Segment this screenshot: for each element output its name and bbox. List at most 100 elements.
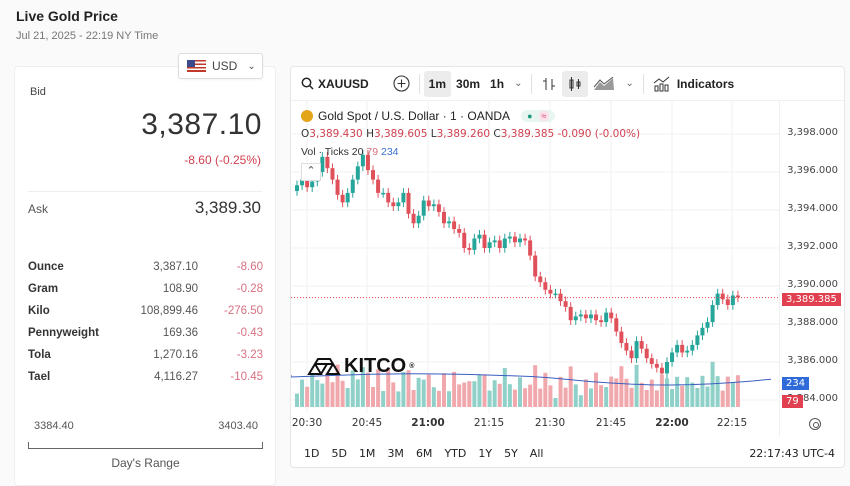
unit-row-kilo: Kilo 108,899.46 -276.50 — [28, 300, 263, 322]
divider — [28, 191, 262, 192]
bid-label: Bid — [30, 86, 46, 98]
unit-name: Gram — [28, 283, 59, 295]
bid-change: -8.60 (-0.25%) — [184, 153, 261, 167]
area-chart-icon — [594, 76, 615, 90]
range-5d[interactable]: 5D — [331, 446, 347, 460]
x-tick: 21:30 — [534, 417, 566, 429]
chevron-down-icon: ⌄ — [247, 60, 256, 72]
unit-name: Kilo — [28, 305, 50, 317]
y-tick: 3,384.000 — [787, 393, 838, 404]
last-price-tag: 3,389.385 — [782, 293, 841, 306]
x-tick: 21:45 — [595, 417, 627, 429]
time-axis[interactable]: 20:30 20:45 21:00 21:15 21:30 21:45 22:00 22:15 — [291, 413, 779, 435]
unit-name: Tael — [28, 371, 51, 383]
unit-change: -8.60 — [236, 261, 263, 273]
indicators-button[interactable]: Indicators — [648, 71, 739, 97]
unit-price: 169.36 — [162, 327, 198, 339]
currency-selector[interactable]: USD ⌄ — [178, 53, 263, 79]
x-tick: 21:15 — [473, 417, 505, 429]
gold-bars-logo-icon — [307, 357, 341, 375]
unit-name: Tola — [28, 349, 51, 361]
chart-legend-title: Gold Spot / U.S. Dollar · 1 · OANDA ● ≈ — [301, 109, 556, 123]
volume-tag: 79 — [782, 395, 803, 408]
ask-label: Ask — [28, 202, 49, 216]
unit-change: -0.28 — [236, 283, 263, 295]
range-3m[interactable]: 3M — [387, 446, 404, 460]
unit-change: -0.43 — [236, 327, 263, 339]
unit-row-tael: Tael 4,116.27 -10.45 — [28, 366, 263, 388]
y-tick: 3,388.000 — [787, 317, 838, 328]
price-chart: XAUUSD 1m 30m 1h ⌄ ⌄ Indicators Gold Spo… — [290, 66, 845, 468]
interval-1h[interactable]: 1h — [490, 76, 505, 91]
range-1m[interactable]: 1M — [358, 446, 376, 460]
ohlc-values: O3,389.430 H3,389.605 L3,389.260 C3,389.… — [301, 128, 641, 140]
price-axis[interactable]: 3,398.000 3,396.000 3,394.000 3,392.000 3,39… — [779, 101, 844, 437]
range-high: 3403.40 — [218, 420, 258, 432]
range-ytd[interactable]: YTD — [444, 446, 467, 460]
y-tick: 3,394.000 — [787, 203, 838, 214]
range-1y[interactable]: 1Y — [478, 446, 493, 460]
range-5y[interactable]: 5Y — [504, 446, 518, 460]
y-tick: 3,396.000 — [787, 165, 838, 176]
range-all[interactable]: All — [529, 446, 544, 460]
volume-ma-tag: 234 — [782, 377, 810, 390]
candlestick-plot[interactable] — [291, 101, 779, 413]
bid-price: 3,387.10 — [141, 108, 262, 141]
bars-style-button[interactable] — [536, 71, 562, 97]
kitco-watermark: KITCO ® — [307, 355, 414, 378]
unit-price: 4,116.27 — [154, 371, 198, 383]
x-tick: 21:00 — [411, 417, 445, 429]
us-flag-icon — [187, 60, 206, 72]
candles-style-button[interactable] — [562, 70, 589, 97]
gold-symbol-icon — [301, 110, 313, 122]
y-tick: 3,398.000 — [787, 127, 838, 138]
page-timestamp: Jul 21, 2025 - 22:19 NY Time — [16, 30, 159, 42]
page-title: Live Gold Price — [16, 8, 118, 24]
plus-circle-icon — [393, 75, 410, 92]
range-bar: 1D 5D 1M 3M 6M YTD 1Y 5Y All 22:17:43 UTC-4 — [290, 438, 845, 468]
chart-toolbar: XAUUSD 1m 30m 1h ⌄ ⌄ Indicators — [291, 67, 844, 101]
toolbar-divider — [531, 73, 533, 94]
unit-name: Pennyweight — [28, 327, 99, 339]
unit-row-tola: Tola 1,270.16 -3.23 — [28, 344, 263, 366]
settings-icon[interactable] — [809, 418, 821, 430]
toolbar-divider — [418, 73, 420, 94]
volume-legend: Vol · Ticks 20 79 234 — [301, 146, 399, 158]
unit-row-pennyweight: Pennyweight 169.36 -0.43 — [28, 322, 263, 344]
y-tick: 3,390.000 — [787, 279, 838, 290]
collapse-legend-button[interactable]: ⌃ — [301, 163, 321, 181]
unit-change: -276.50 — [223, 305, 263, 317]
unit-change: -10.45 — [230, 371, 263, 383]
unit-name: Ounce — [28, 261, 64, 273]
x-tick: 20:45 — [351, 417, 383, 429]
compare-symbol-button[interactable] — [388, 71, 415, 97]
candles-icon — [569, 76, 581, 91]
interval-dropdown-icon[interactable]: ⌄ — [514, 78, 523, 89]
unit-row-gram: Gram 108.90 -0.28 — [28, 278, 263, 300]
market-status-pill[interactable]: ● ≈ — [521, 110, 556, 122]
range-6m[interactable]: 6M — [415, 446, 433, 460]
ask-price: 3,389.30 — [194, 198, 261, 217]
x-tick: 22:00 — [655, 417, 689, 429]
unit-price: 3,387.10 — [153, 261, 198, 273]
day-range-label: Day's Range — [111, 456, 180, 470]
unit-change: -3.23 — [236, 349, 263, 361]
x-tick: 20:30 — [291, 417, 323, 429]
range-1d[interactable]: 1D — [304, 446, 320, 460]
market-open-dot-icon: ● — [527, 111, 533, 121]
symbol-label: XAUUSD — [318, 76, 369, 91]
x-tick: 22:15 — [716, 417, 748, 429]
chart-type-dropdown-icon[interactable]: ⌄ — [625, 78, 634, 89]
interval-1m[interactable]: 1m — [423, 70, 452, 97]
interval-30m[interactable]: 30m — [456, 76, 481, 91]
unit-price: 108,899.46 — [140, 305, 198, 317]
unit-price: 1,270.16 — [153, 349, 198, 361]
search-icon — [301, 77, 314, 90]
price-card — [14, 66, 276, 486]
range-low: 3384.40 — [34, 420, 74, 432]
symbol-search-button[interactable]: XAUUSD — [291, 71, 374, 97]
y-tick: 3,392.000 — [787, 241, 838, 252]
chart-clock: 22:17:43 UTC-4 — [749, 446, 835, 460]
area-style-button[interactable] — [588, 71, 620, 97]
unit-price: 108.90 — [162, 283, 198, 295]
